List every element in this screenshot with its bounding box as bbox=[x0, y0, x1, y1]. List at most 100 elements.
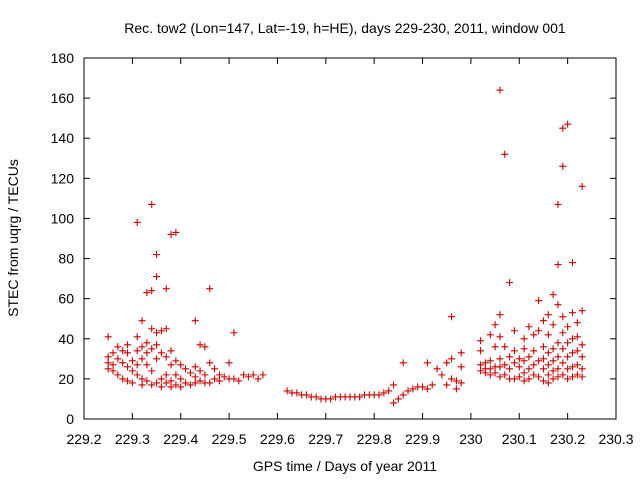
data-point bbox=[535, 327, 543, 335]
y-tick-label: 80 bbox=[58, 251, 74, 267]
data-point bbox=[549, 367, 557, 375]
data-point bbox=[157, 349, 165, 357]
data-point bbox=[162, 371, 170, 379]
data-point bbox=[167, 377, 175, 385]
data-point bbox=[510, 359, 518, 367]
data-point bbox=[448, 355, 456, 363]
x-tick-label: 229.9 bbox=[405, 431, 440, 447]
data-point bbox=[312, 393, 320, 401]
data-point bbox=[520, 369, 528, 377]
data-point bbox=[148, 345, 156, 353]
data-point bbox=[486, 357, 494, 365]
data-point bbox=[167, 361, 175, 369]
data-point bbox=[554, 301, 562, 309]
data-point bbox=[549, 345, 557, 353]
data-point bbox=[191, 373, 199, 381]
data-point bbox=[230, 375, 238, 383]
data-point bbox=[177, 375, 185, 383]
data-point bbox=[172, 228, 180, 236]
data-point bbox=[496, 363, 504, 371]
data-point bbox=[520, 357, 528, 365]
data-point bbox=[554, 261, 562, 269]
data-point bbox=[104, 333, 112, 341]
data-point bbox=[559, 124, 567, 132]
data-point bbox=[520, 335, 528, 343]
data-point bbox=[559, 329, 567, 337]
data-point bbox=[419, 383, 427, 391]
data-point bbox=[128, 357, 136, 365]
data-point bbox=[211, 365, 219, 373]
data-point bbox=[544, 349, 552, 357]
data-point bbox=[119, 347, 127, 355]
data-point bbox=[530, 347, 538, 355]
data-point bbox=[539, 343, 547, 351]
data-point bbox=[138, 375, 146, 383]
data-point bbox=[578, 341, 586, 349]
y-tick-label: 140 bbox=[51, 130, 75, 146]
data-point bbox=[515, 373, 523, 381]
data-point bbox=[452, 385, 460, 393]
data-point bbox=[448, 375, 456, 383]
data-point bbox=[564, 375, 572, 383]
data-point bbox=[138, 381, 146, 389]
data-point bbox=[506, 353, 514, 361]
data-point bbox=[215, 371, 223, 379]
chart-title: Rec. tow2 (Lon=147, Lat=-19, h=HE), days… bbox=[124, 20, 566, 36]
data-point bbox=[235, 377, 243, 385]
data-point bbox=[196, 341, 204, 349]
data-point bbox=[515, 355, 523, 363]
data-point bbox=[544, 311, 552, 319]
data-point bbox=[148, 287, 156, 295]
data-point bbox=[157, 327, 165, 335]
data-point bbox=[578, 353, 586, 361]
data-point bbox=[554, 365, 562, 373]
data-point bbox=[211, 375, 219, 383]
data-point bbox=[206, 285, 214, 293]
data-point bbox=[153, 251, 161, 259]
data-point bbox=[568, 349, 576, 357]
data-point bbox=[457, 349, 465, 357]
data-point bbox=[448, 313, 456, 321]
data-point bbox=[380, 389, 388, 397]
data-point bbox=[206, 359, 214, 367]
data-point bbox=[506, 279, 514, 287]
data-point bbox=[452, 377, 460, 385]
data-point bbox=[443, 381, 451, 389]
data-point bbox=[133, 333, 141, 341]
data-point bbox=[114, 371, 122, 379]
data-point bbox=[157, 383, 165, 391]
data-point bbox=[128, 379, 136, 387]
data-point bbox=[124, 349, 132, 357]
data-point bbox=[510, 327, 518, 335]
data-point bbox=[578, 307, 586, 315]
data-point bbox=[486, 365, 494, 373]
data-point bbox=[153, 329, 161, 337]
data-point bbox=[568, 373, 576, 381]
data-point bbox=[133, 371, 141, 379]
data-point bbox=[186, 381, 194, 389]
data-point bbox=[114, 355, 122, 363]
data-point bbox=[457, 363, 465, 371]
data-point bbox=[559, 162, 567, 170]
data-point bbox=[148, 367, 156, 375]
data-point bbox=[578, 373, 586, 381]
data-point bbox=[244, 373, 252, 381]
data-point bbox=[544, 331, 552, 339]
x-tick-label: 229.3 bbox=[115, 431, 150, 447]
data-point bbox=[138, 355, 146, 363]
data-point bbox=[119, 359, 127, 367]
data-point bbox=[249, 371, 257, 379]
data-point bbox=[496, 86, 504, 94]
data-point bbox=[554, 200, 562, 208]
data-point bbox=[230, 329, 238, 337]
data-point bbox=[148, 381, 156, 389]
data-point bbox=[201, 371, 209, 379]
data-point bbox=[143, 349, 151, 357]
data-point bbox=[515, 363, 523, 371]
y-tick-label: 100 bbox=[51, 210, 75, 226]
data-point bbox=[109, 361, 117, 369]
data-point bbox=[302, 391, 310, 399]
data-point bbox=[128, 367, 136, 375]
data-series bbox=[104, 86, 586, 407]
